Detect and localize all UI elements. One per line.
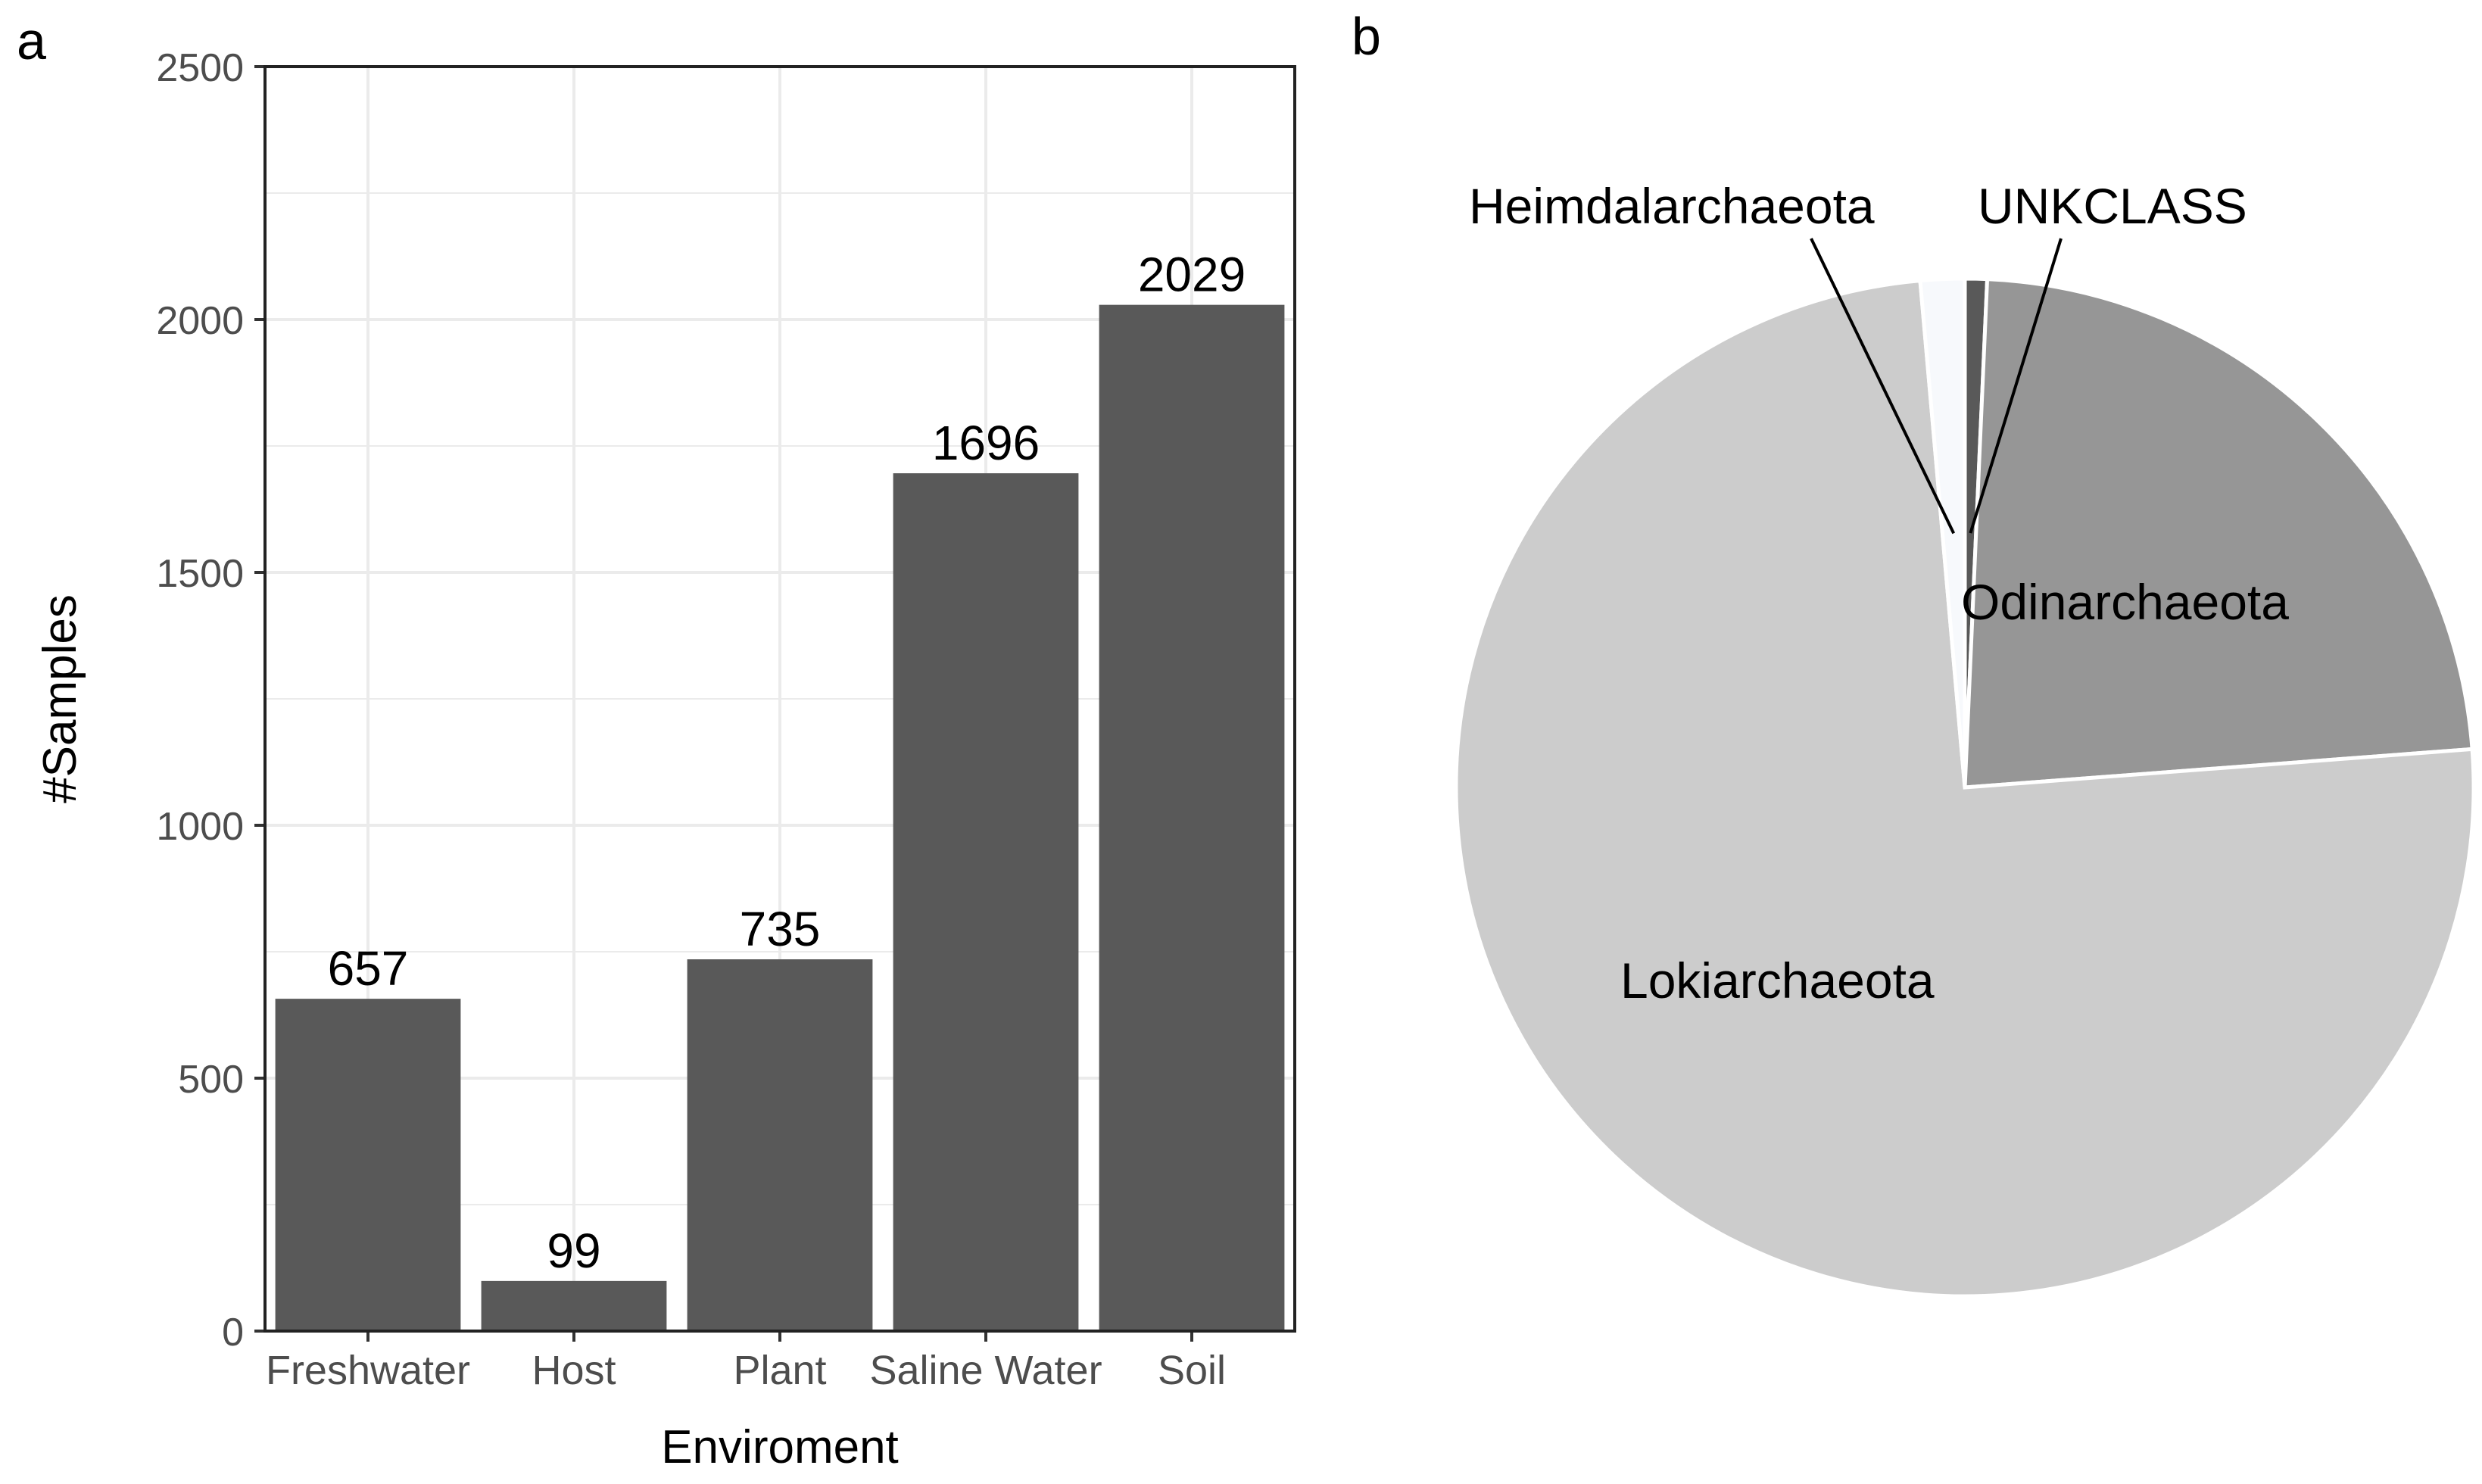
bar-host [481,1280,667,1331]
leader-line-heimdalarchaeota [1810,238,1956,535]
bar-freshwater [275,999,461,1331]
bar-value-label: 1696 [932,416,1040,470]
y-axis-title: #Samples [34,594,86,803]
x-tick-label: Saline Water [869,1348,1102,1393]
pie-panel: b UNKCLASS Odinarchaeota Lokiarchaeota Heim… [1352,7,2476,1298]
x-tick-label: Freshwater [266,1348,470,1393]
pie-label-odinarchaeota: Odinarchaeota [1961,574,2289,630]
bar-plant [687,959,873,1331]
y-tick-label: 1000 [156,805,244,849]
pie-slices [1454,276,2476,1298]
pie-label-lokiarchaeota: Lokiarchaeota [1620,952,1935,1009]
bar-data-labels: 657 99 735 1696 2029 [328,248,1246,1278]
pie-slice-heimdalarchaeota [1918,276,1967,788]
y-tick-label: 2500 [156,46,244,90]
x-tick-label: Plant [733,1348,826,1393]
pie-label-heimdalarchaeota: Heimdalarchaeota [1469,178,1875,234]
panel-label-a: a [17,11,46,70]
bar-value-label: 657 [328,941,409,996]
x-axis-ticks: Freshwater Host Plant Saline Water Soil [266,1331,1226,1393]
y-tick-label: 500 [178,1058,244,1102]
bar-saline-water [893,473,1079,1331]
pie-leader-lines [1810,238,2063,535]
bar-value-label: 2029 [1138,248,1246,302]
y-axis-ticks: 0 500 1000 1500 2000 2500 [156,46,265,1355]
x-tick-label: Soil [1158,1348,1226,1393]
bar-series [275,304,1285,1332]
y-tick-label: 0 [222,1311,244,1355]
y-tick-label: 1500 [156,552,244,596]
plot-frame [263,65,1296,1333]
bar-value-label: 99 [547,1224,600,1278]
leader-line-unkclass [1969,238,2063,534]
panel-label-b: b [1352,7,1381,66]
pie-label-unkclass: UNKCLASS [1978,178,2247,234]
bar-soil [1099,304,1285,1332]
pie-labels: UNKCLASS Odinarchaeota Lokiarchaeota Heimda… [1469,178,2289,1009]
bar-value-label: 735 [740,902,821,956]
y-tick-label: 2000 [156,299,244,343]
pie-slice-odinarchaeota [1963,277,2474,790]
x-tick-label: Host [532,1348,616,1393]
x-axis-title: Enviroment [661,1421,899,1473]
pie-slice-lokiarchaeota [1454,278,2476,1298]
